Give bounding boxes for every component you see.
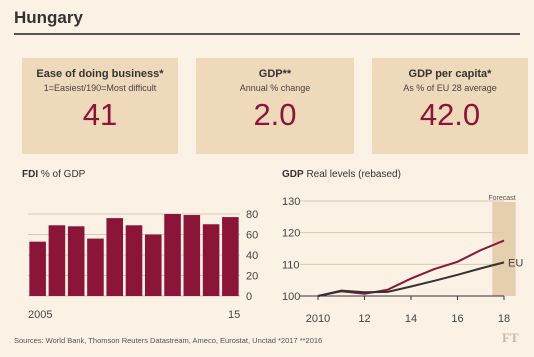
fdi-bar [222,217,239,296]
fdi-bar [202,224,220,296]
gdp-y-tick-label: 120 [282,228,300,240]
fdi-title-rest: % of GDP [40,169,86,180]
fdi-bar [48,225,66,296]
sources-footnote: Sources: World Bank, Thomson Reuters Dat… [14,336,323,345]
eu-line [317,261,505,297]
ft-logo: FT [502,330,519,345]
gdp-x-tick-label: 16 [451,313,463,325]
fdi-x-tick-label: 2005 [28,309,52,321]
gdp-x-tick-label: 12 [358,313,370,325]
fdi-title-bold: FDI [22,169,39,180]
forecast-band [492,202,516,296]
fdi-bar [87,238,104,296]
page-title: Hungary [14,8,83,27]
fdi-bar [164,214,181,296]
hungary-line [317,239,505,297]
stat-value: 2.0 [253,97,297,132]
gdp-title-bold: GDP [282,169,304,180]
stat-box-gdp-per-capita: GDP per capita* As % of EU 28 average 42… [372,58,528,154]
stat-box-gdp-growth: GDP** Annual % change 2.0 [196,58,354,154]
gdp-chart-title: GDP Real levels (rebased) [282,169,401,180]
fdi-bar [106,218,124,296]
stat-label: Ease of doing business* [36,68,164,80]
eu-series-label: EU [508,257,523,269]
stat-value: 41 [82,97,118,132]
fdi-bar [125,225,143,296]
fdi-y-tick-label: 20 [246,271,258,283]
stat-label: GDP** [258,68,292,80]
stat-sub: 1=Easiest/190=Most difficult [43,83,157,93]
gdp-x-tick-label: 18 [498,313,510,325]
stat-label: GDP per capita* [408,68,492,80]
fdi-y-tick-label: 80 [246,209,258,221]
fdi-y-tick-label: 40 [246,250,258,262]
title-rule [14,33,520,35]
fdi-bar [67,226,85,296]
fdi-chart-title: FDI % of GDP [22,169,85,180]
gdp-title-rest: Real levels (rebased) [306,169,401,180]
gdp-x-tick-label: 14 [405,313,417,325]
gdp-y-tick-label: 100 [282,291,300,303]
gdp-y-tick-label: 130 [282,196,300,208]
fdi-x-tick-label: 15 [228,309,240,321]
fdi-bar [183,215,201,296]
stat-sub: As % of EU 28 average [403,83,497,93]
gdp-x-tick-label: 2010 [306,313,330,325]
fdi-y-tick-label: 60 [246,230,258,242]
fdi-bar [29,241,46,296]
stat-value: 42.0 [419,97,481,132]
forecast-label: Forecast [488,195,515,202]
fdi-y-tick-label: 0 [246,291,252,303]
gdp-y-tick-label: 110 [282,259,300,271]
stat-sub: Annual % change [239,83,311,93]
stat-box-ease-of-business: Ease of doing business* 1=Easiest/190=Mo… [22,58,178,154]
fdi-bar [144,234,162,296]
